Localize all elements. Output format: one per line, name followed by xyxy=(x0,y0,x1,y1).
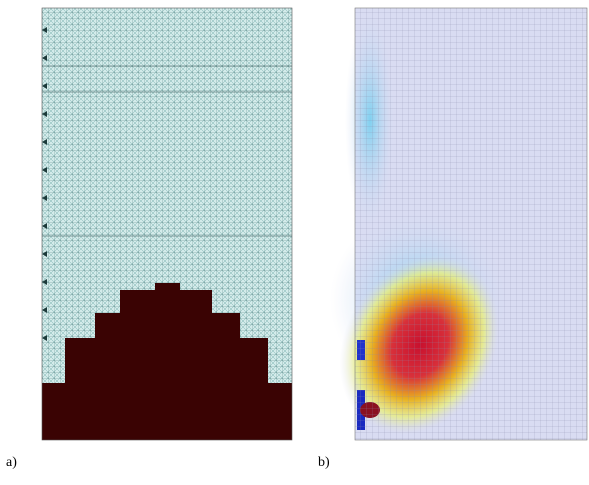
mesh xyxy=(355,8,587,440)
panel-label: a) xyxy=(6,455,17,470)
panel-a xyxy=(41,7,293,441)
frame xyxy=(354,7,588,441)
support-markers xyxy=(42,27,47,341)
panel-b xyxy=(330,7,588,441)
solid-region xyxy=(42,283,292,440)
frame xyxy=(41,7,293,441)
mesh-line xyxy=(42,65,292,237)
panel-label: b) xyxy=(318,455,330,470)
